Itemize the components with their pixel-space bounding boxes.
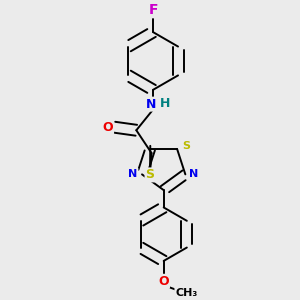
Text: H: H [159,97,170,110]
Text: N: N [146,98,157,111]
Text: F: F [148,3,158,17]
Text: O: O [158,275,169,288]
Text: S: S [182,141,190,151]
Text: S: S [146,168,154,182]
Text: O: O [103,121,113,134]
Text: N: N [189,169,199,179]
Text: N: N [128,169,137,179]
Text: CH₃: CH₃ [175,288,198,298]
